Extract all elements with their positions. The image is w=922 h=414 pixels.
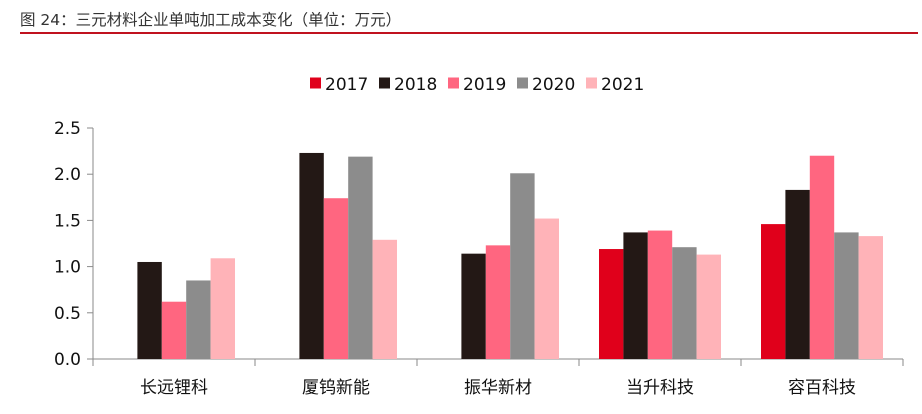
title-rule [20, 32, 918, 34]
bar-2020 [186, 280, 211, 359]
bar-2017 [599, 249, 624, 359]
bar-2019 [647, 230, 673, 359]
legend-swatch-2021 [586, 77, 597, 89]
bar-2019 [809, 155, 835, 359]
bar-2019 [485, 245, 511, 359]
bar-2020 [834, 232, 859, 359]
legend-label: 2017 [325, 75, 368, 95]
y-tick-label: 1.0 [54, 258, 81, 278]
legend-swatch-2018 [379, 77, 390, 89]
category-label: 长远锂科 [140, 378, 208, 398]
category-label: 厦钨新能 [302, 378, 370, 398]
legend-label: 2018 [394, 75, 437, 95]
x-axis: 长远锂科 厦钨新能 振华新材 当升科技 容百科技 [92, 358, 904, 398]
figure-title: 图 24：三元材料企业单吨加工成本变化（单位：万元） [20, 11, 402, 29]
legend-label: 2021 [601, 75, 644, 95]
legend-label: 2019 [463, 75, 506, 95]
bar-2019 [161, 301, 187, 359]
bar-2018 [785, 189, 810, 359]
legend-swatch-2019 [448, 77, 459, 89]
bar-2019 [323, 198, 349, 359]
bar-2021 [534, 218, 559, 359]
legend-swatch-2020 [517, 77, 528, 89]
bars [137, 152, 883, 359]
category-label: 振华新材 [464, 378, 532, 398]
legend-label: 2020 [532, 75, 575, 95]
bar-2021 [372, 239, 397, 359]
bar-2021 [210, 258, 235, 359]
bar-2021 [696, 254, 721, 359]
bar-2018 [299, 152, 324, 359]
bar-2017 [761, 224, 786, 359]
legend: 2017 2018 2019 2020 2021 [310, 75, 644, 95]
bar-2020 [672, 247, 697, 359]
bar-2018 [623, 232, 648, 359]
bar-2018 [461, 253, 486, 359]
y-tick-label: 0.5 [54, 304, 81, 324]
bar-2020 [348, 156, 373, 359]
y-tick-label: 2.0 [54, 165, 81, 185]
bar-2021 [858, 236, 883, 359]
bar-2020 [510, 173, 535, 359]
y-tick-label: 1.5 [54, 211, 81, 231]
y-axis: 0.0 0.5 1.0 1.5 2.0 2.5 [54, 119, 94, 370]
category-label: 容百科技 [788, 378, 856, 398]
y-tick-label: 0.0 [54, 350, 81, 370]
category-label: 当升科技 [626, 378, 694, 398]
y-tick-label: 2.5 [54, 119, 81, 139]
bar-2018 [137, 261, 162, 359]
legend-swatch-2017 [310, 77, 321, 89]
